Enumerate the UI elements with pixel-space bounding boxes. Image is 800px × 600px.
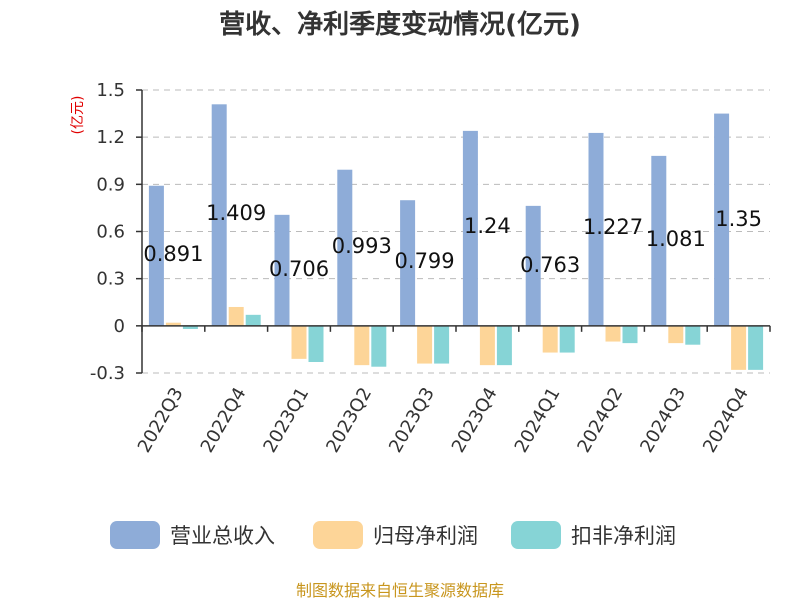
- x-tick-label: 2023Q1: [259, 384, 313, 456]
- y-tick-label: 0.9: [96, 174, 125, 195]
- x-tick-label: 2022Q3: [134, 384, 188, 456]
- legend-label: 扣非净利润: [571, 524, 676, 548]
- source-note: 制图数据来自恒生聚源数据库: [296, 581, 504, 600]
- legend-swatch: [313, 521, 363, 549]
- legend-label: 归母净利润: [373, 524, 478, 548]
- bar-deducted-profit: [748, 325, 764, 370]
- x-tick-labels: 2022Q3 2022Q4 2023Q1 2023Q2 2023Q3 2023Q4 2024…: [134, 384, 753, 456]
- bar-deducted-profit: [559, 325, 575, 353]
- y-tick-label: -0.3: [90, 363, 125, 384]
- x-tick-label: 2024Q3: [636, 384, 690, 456]
- chart-title: 营收、净利季度变动情况(亿元): [219, 9, 581, 40]
- bar-net-profit: [542, 325, 558, 353]
- data-label: 0.799: [395, 249, 455, 273]
- legend-label: 营业总收入: [170, 524, 275, 548]
- bar-revenue: [148, 185, 164, 326]
- y-axis-label: (亿元): [70, 96, 86, 135]
- x-tick-label: 2023Q4: [448, 384, 502, 456]
- legend-swatch: [110, 521, 160, 549]
- bar-revenue: [588, 132, 604, 326]
- y-tick-label: 0: [114, 316, 125, 337]
- y-tick-label: 0.3: [96, 269, 125, 290]
- bar-net-profit: [228, 306, 244, 326]
- x-tick-label: 2024Q4: [699, 384, 753, 456]
- y-tick-label: 1.5: [96, 80, 125, 101]
- bar-net-profit: [605, 325, 621, 342]
- data-label: 1.409: [206, 201, 266, 225]
- bar-revenue: [462, 130, 478, 326]
- bar-net-profit: [731, 325, 747, 370]
- bar-revenue: [274, 214, 290, 326]
- bar-revenue: [714, 113, 730, 326]
- bar-revenue: [211, 104, 227, 326]
- bar-net-profit: [417, 325, 433, 364]
- bar-revenue: [651, 155, 667, 326]
- data-label: 0.993: [332, 234, 392, 258]
- legend-swatch: [511, 521, 561, 549]
- x-tick-label: 2023Q3: [385, 384, 439, 456]
- bar-revenue: [525, 205, 541, 326]
- bar-net-profit: [291, 325, 307, 359]
- bar-net-profit: [354, 325, 370, 366]
- bar-net-profit: [668, 325, 684, 344]
- x-axis: [136, 89, 771, 374]
- bar-revenue: [337, 169, 353, 326]
- grid-lines: [142, 89, 770, 374]
- bar-deducted-profit: [245, 314, 261, 326]
- bar-net-profit: [479, 325, 495, 366]
- bar-deducted-profit: [685, 325, 701, 345]
- data-label: 1.227: [583, 215, 643, 239]
- x-tick-label: 2024Q1: [511, 384, 565, 456]
- bar-deducted-profit: [371, 325, 387, 367]
- bar-deducted-profit: [622, 325, 638, 344]
- y-tick-label: 0.6: [96, 222, 125, 243]
- data-label: 0.763: [520, 253, 580, 277]
- bar-deducted-profit: [434, 325, 450, 364]
- bars: [148, 104, 764, 370]
- data-label: 0.706: [269, 257, 329, 281]
- y-tick-labels: 1.5 1.2 0.9 0.6 0.3 0 -0.3: [90, 80, 125, 384]
- x-tick-label: 2022Q4: [197, 384, 251, 456]
- x-tick-label: 2023Q2: [322, 384, 376, 456]
- data-label: 1.24: [464, 214, 511, 238]
- bar-net-profit: [165, 322, 181, 326]
- x-tick-label: 2024Q2: [573, 384, 627, 456]
- bar-revenue: [400, 200, 416, 326]
- bar-deducted-profit: [496, 325, 512, 366]
- data-label: 1.081: [646, 227, 706, 251]
- data-label: 1.35: [715, 207, 762, 231]
- data-label: 0.891: [143, 242, 203, 266]
- legend: 营业总收入 归母净利润 扣非净利润: [110, 521, 676, 549]
- bar-deducted-profit: [308, 325, 324, 362]
- y-tick-label: 1.2: [96, 127, 125, 148]
- bar-deducted-profit: [182, 325, 198, 329]
